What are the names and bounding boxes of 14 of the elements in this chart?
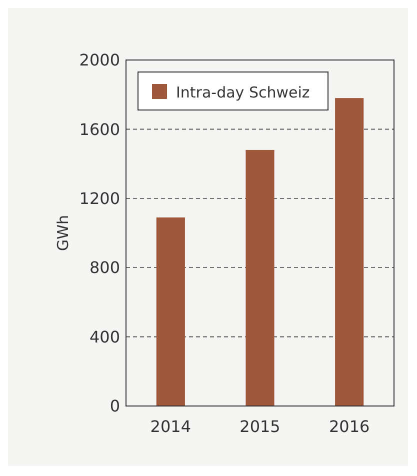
y-tick-label: 1200: [79, 189, 120, 208]
y-tick-label: 400: [89, 327, 120, 346]
y-tick-label: 2000: [79, 50, 120, 70]
y-tick-label: 800: [89, 258, 120, 278]
bar: [156, 217, 185, 406]
x-tick-label: 2014: [150, 417, 192, 436]
y-tick-label: 1600: [79, 120, 120, 139]
y-tick-label: 0: [110, 396, 120, 416]
bar: [335, 98, 364, 406]
bar: [246, 150, 274, 406]
x-tick-label: 2016: [328, 417, 370, 436]
x-tick-label: 2015: [240, 417, 280, 436]
legend-label: Intra-day Schweiz: [176, 83, 310, 102]
y-axis-title: GWh: [54, 215, 72, 251]
